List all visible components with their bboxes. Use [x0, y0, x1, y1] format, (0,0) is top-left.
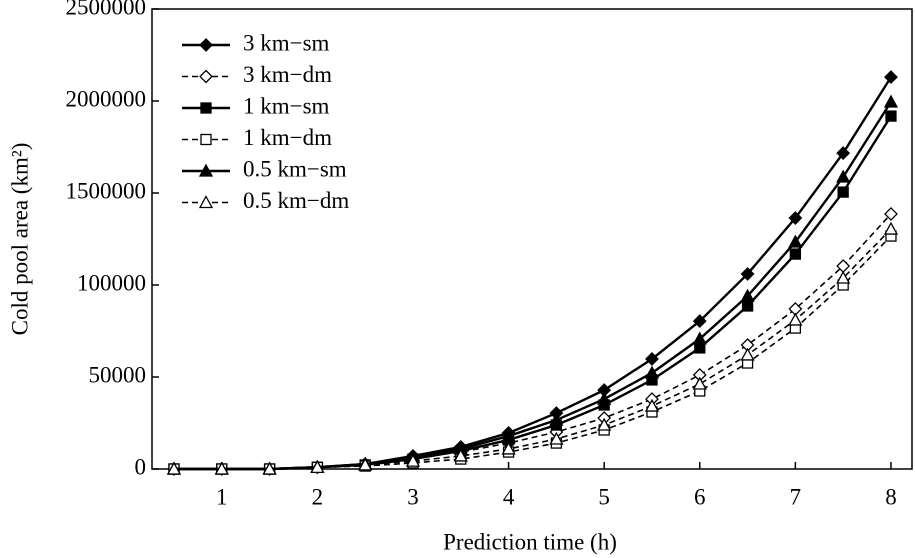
legend-label: 1 km−sm	[243, 93, 330, 118]
y-tick-label: 100000	[77, 270, 146, 295]
point-marker	[885, 110, 897, 122]
y-tick-label: 1500000	[66, 178, 147, 203]
point-marker	[836, 270, 851, 284]
point-marker	[740, 288, 755, 302]
x-tick-label: 4	[503, 484, 515, 509]
x-tick-label: 5	[598, 484, 610, 509]
point-marker	[883, 94, 899, 108]
legend-marker	[200, 133, 212, 146]
x-tick-label: 1	[216, 484, 228, 509]
point-marker	[262, 461, 277, 475]
point-marker	[837, 186, 849, 198]
series-line	[173, 101, 892, 471]
point-marker	[501, 428, 516, 442]
point-marker	[884, 70, 898, 84]
point-marker	[501, 441, 516, 455]
point-marker	[645, 352, 659, 366]
legend-marker	[198, 195, 214, 209]
legend-label: 0.5 km−sm	[243, 156, 347, 181]
x-tick-label: 2	[312, 484, 324, 509]
y-tick-label: 2000000	[66, 86, 147, 111]
x-tick-label: 3	[407, 484, 419, 509]
point-marker	[310, 459, 325, 473]
point-marker	[740, 347, 755, 361]
point-marker	[549, 431, 564, 445]
point-marker	[692, 331, 707, 345]
legend-marker	[200, 102, 212, 114]
x-tick-label: 8	[885, 484, 897, 509]
point-marker	[644, 398, 660, 412]
series-line	[173, 228, 892, 470]
point-marker	[644, 365, 660, 379]
y-tick-label: 2500000	[66, 0, 147, 19]
point-marker	[405, 453, 421, 467]
point-marker	[836, 146, 851, 160]
point-marker	[741, 300, 754, 312]
point-marker	[549, 412, 564, 426]
series-line	[173, 235, 892, 470]
legend-label: 3 km−sm	[243, 30, 330, 55]
point-marker	[597, 391, 612, 405]
point-marker	[883, 221, 899, 235]
plot-frame	[151, 8, 913, 470]
x-tick-label: 7	[790, 484, 802, 509]
legend-marker	[199, 69, 213, 84]
x-axis-label: Prediction time (h)	[443, 529, 617, 554]
legend-marker	[198, 163, 214, 177]
y-tick-label: 0	[135, 454, 147, 479]
point-marker	[789, 248, 802, 260]
point-marker	[214, 461, 229, 475]
y-tick-label: 50000	[89, 362, 147, 387]
point-marker	[692, 314, 707, 328]
point-marker	[788, 312, 803, 326]
series-line	[173, 213, 892, 470]
legend-label: 0.5 km−dm	[243, 188, 349, 213]
x-tick-label: 6	[694, 484, 706, 509]
point-marker	[597, 417, 612, 431]
point-marker	[836, 169, 851, 183]
legend-marker	[199, 38, 213, 52]
point-marker	[453, 448, 468, 462]
point-marker	[358, 457, 373, 471]
legend-label: 1 km−dm	[243, 125, 332, 150]
y-axis-label: Cold pool area (km²)	[7, 143, 32, 336]
point-marker	[692, 376, 707, 390]
point-marker	[740, 267, 755, 281]
point-marker	[788, 211, 803, 225]
point-marker	[166, 461, 182, 475]
point-marker	[788, 234, 803, 248]
legend-label: 3 km−dm	[243, 62, 332, 87]
point-marker	[884, 207, 898, 221]
